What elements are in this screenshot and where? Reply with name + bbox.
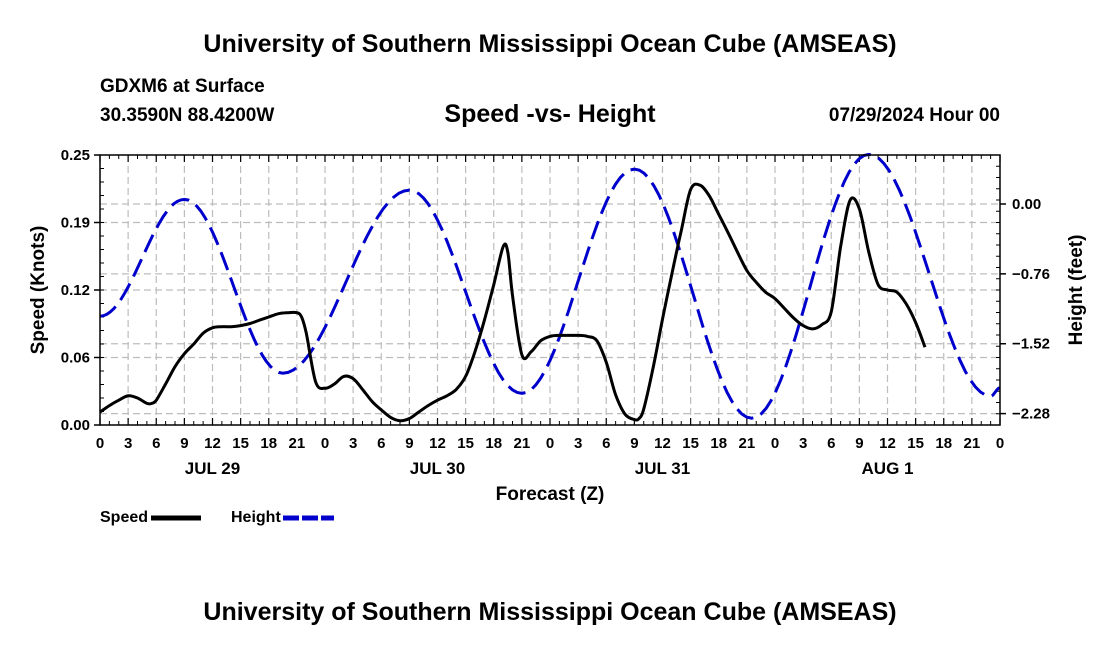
legend-speed-label: Speed xyxy=(100,509,149,526)
x-tick-label: 12 xyxy=(879,435,896,452)
y-left-tick-label: 0.19 xyxy=(61,215,90,232)
day-label: JUL 29 xyxy=(185,459,240,478)
x-tick-label: 3 xyxy=(574,435,582,452)
plot-frame xyxy=(99,154,1001,426)
x-tick-label: 18 xyxy=(485,435,502,452)
x-tick-label: 3 xyxy=(124,435,132,452)
x-tick-label: 0 xyxy=(96,435,104,452)
x-tick-label: 21 xyxy=(514,435,531,452)
y-left-tick-label: 0.06 xyxy=(61,350,90,367)
x-axis-title: Forecast (Z) xyxy=(496,484,605,505)
x-tick-label: 15 xyxy=(682,435,699,452)
speed-series-line xyxy=(99,182,927,423)
run-time-label: 07/29/2024 Hour 00 xyxy=(828,105,1000,126)
x-tick-label: 9 xyxy=(630,435,638,452)
axis-tick-labels: 0 3 6 9 12 15 18 21 0 3 6 9 12 15 18 21 0 3 6 9 12 15 18 21 0 3 6 9… xyxy=(61,147,1050,478)
x-tick-label: 9 xyxy=(180,435,188,452)
x-tick-label: 15 xyxy=(232,435,249,452)
x-tick-label: 21 xyxy=(964,435,981,452)
legend-speed: Speed xyxy=(100,509,204,527)
x-tick-label: 18 xyxy=(935,435,952,452)
coordinates-label: 30.3590N 88.4200W xyxy=(100,105,275,126)
y-right-tick-label: 0.00 xyxy=(1012,196,1041,213)
y-left-tick-label: 0.00 xyxy=(61,417,90,434)
x-tick-label: 12 xyxy=(654,435,671,452)
station-label: GDXM6 at Surface xyxy=(100,76,265,97)
x-tick-label: 21 xyxy=(739,435,756,452)
legend-height-swatch xyxy=(282,515,334,521)
x-tick-label: 21 xyxy=(289,435,306,452)
footer-title: University of Southern Mississippi Ocean… xyxy=(203,598,897,626)
y-axis-left-title: Speed (Knots) xyxy=(28,226,49,355)
y-right-tick-label: −1.52 xyxy=(1012,336,1050,353)
x-tick-label: 18 xyxy=(710,435,727,452)
legend-height: Height xyxy=(231,509,337,527)
x-tick-label: 12 xyxy=(429,435,446,452)
x-tick-label: 9 xyxy=(405,435,413,452)
chart-title: University of Southern Mississippi Ocean… xyxy=(203,30,897,58)
x-tick-label: 9 xyxy=(855,435,863,452)
x-tick-label: 0 xyxy=(771,435,779,452)
x-tick-label: 12 xyxy=(204,435,221,452)
height-series-line xyxy=(99,152,1000,420)
x-tick-label: 0 xyxy=(996,435,1004,452)
x-tick-label: 6 xyxy=(827,435,835,452)
x-tick-label: 15 xyxy=(457,435,474,452)
x-tick-label: 6 xyxy=(377,435,385,452)
x-tick-label: 18 xyxy=(260,435,277,452)
day-label: AUG 1 xyxy=(862,459,914,478)
x-tick-label: 0 xyxy=(546,435,554,452)
x-tick-label: 15 xyxy=(907,435,924,452)
y-right-tick-label: −0.76 xyxy=(1012,266,1050,283)
legend-height-label: Height xyxy=(231,509,281,526)
x-tick-label: 3 xyxy=(799,435,807,452)
day-label: JUL 30 xyxy=(410,459,465,478)
x-tick-label: 6 xyxy=(602,435,610,452)
y-axis-right-title: Height (feet) xyxy=(1066,235,1087,346)
legend-speed-swatch xyxy=(151,515,202,521)
x-tick-label: 6 xyxy=(152,435,160,452)
y-left-tick-label: 0.12 xyxy=(61,282,90,299)
day-label: JUL 31 xyxy=(635,459,690,478)
y-right-tick-label: −2.28 xyxy=(1012,406,1050,423)
x-tick-label: 3 xyxy=(349,435,357,452)
chart-subtitle: Speed -vs- Height xyxy=(444,100,656,128)
x-tick-label: 0 xyxy=(321,435,329,452)
y-left-tick-label: 0.25 xyxy=(61,147,90,164)
